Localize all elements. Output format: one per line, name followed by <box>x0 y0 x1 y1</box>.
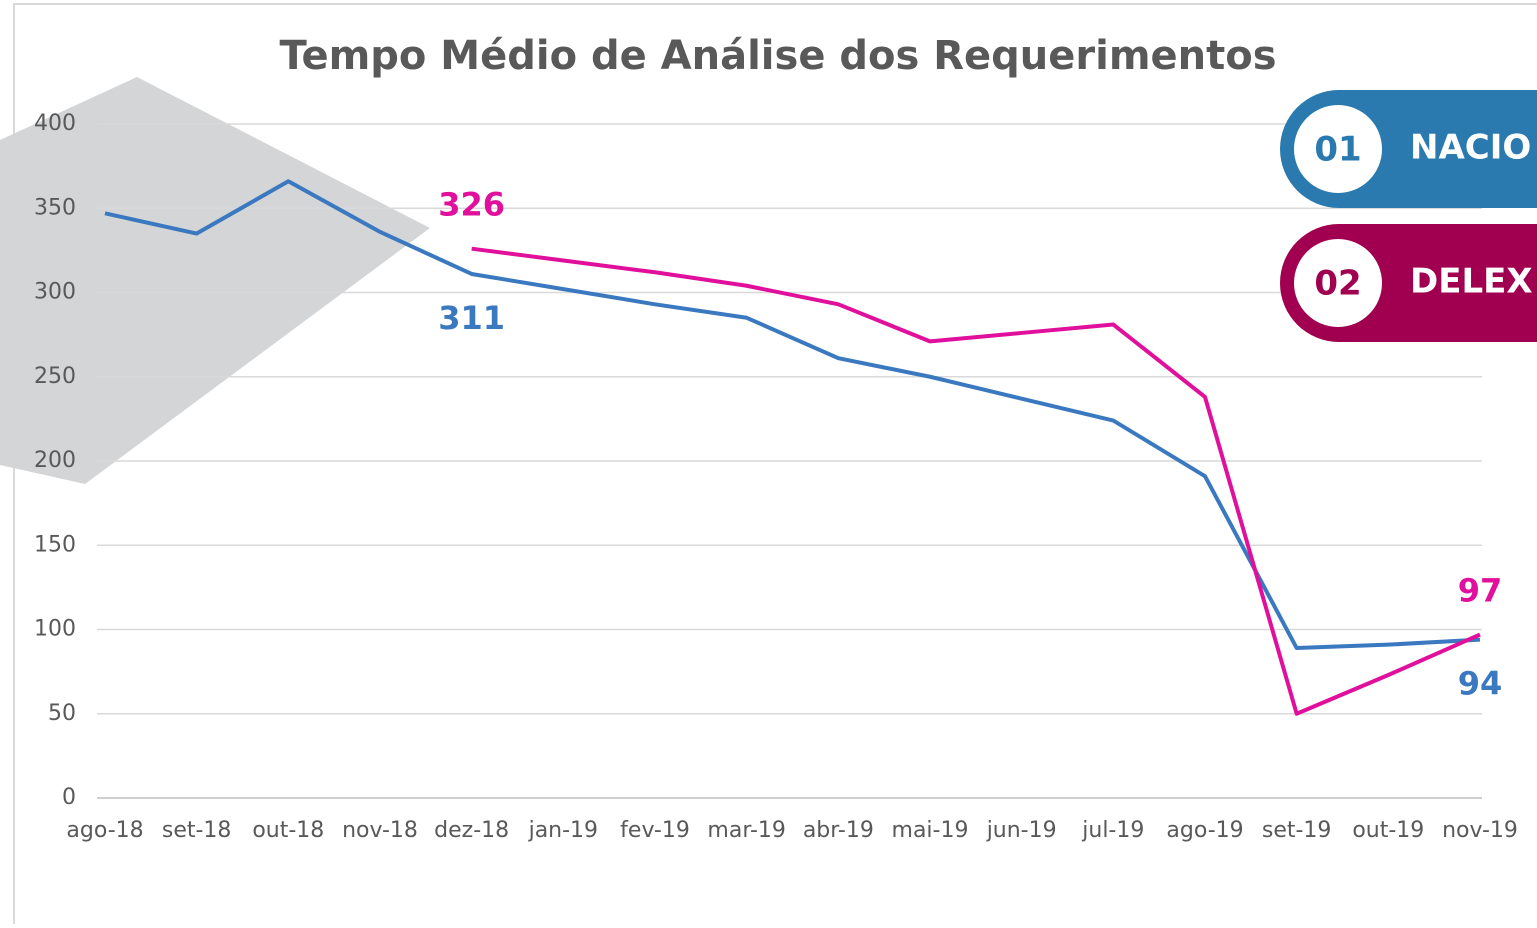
x-tick-label: nov-18 <box>342 818 418 843</box>
data-label: 94 <box>1458 665 1503 703</box>
legend-circle <box>1294 105 1382 193</box>
y-tick-label: 250 <box>34 364 76 389</box>
x-tick-label: abr-19 <box>803 818 874 843</box>
data-label: 326 <box>438 186 505 224</box>
y-tick-label: 50 <box>48 701 76 726</box>
x-tick-label: mar-19 <box>707 818 785 843</box>
chart-title: Tempo Médio de Análise dos Requerimentos <box>279 33 1276 79</box>
x-tick-label: out-18 <box>252 818 324 843</box>
x-tick-label: dez-18 <box>434 818 509 843</box>
legend-label: NACIO <box>1410 128 1531 168</box>
legend-number: 02 <box>1314 264 1361 304</box>
x-tick-label: fev-19 <box>620 818 690 843</box>
y-tick-label: 300 <box>34 280 76 305</box>
x-tick-label: ago-18 <box>66 818 143 843</box>
legend-circle <box>1294 239 1382 327</box>
x-tick-label: jan-19 <box>528 818 598 843</box>
decor-shape <box>0 77 430 484</box>
y-tick-label: 200 <box>34 448 76 473</box>
legend-number: 01 <box>1314 130 1361 170</box>
x-tick-label: out-19 <box>1352 818 1424 843</box>
data-label: 311 <box>438 299 505 337</box>
x-tick-label: jul-19 <box>1081 818 1144 843</box>
x-tick-label: ago-19 <box>1166 818 1243 843</box>
y-tick-label: 150 <box>34 532 76 557</box>
x-tick-label: mai-19 <box>892 818 969 843</box>
legend-label: DELEX <box>1410 262 1533 302</box>
data-label: 97 <box>1458 572 1503 610</box>
y-tick-label: 350 <box>34 195 76 220</box>
y-tick-label: 400 <box>34 111 76 136</box>
y-tick-label: 100 <box>34 617 76 642</box>
x-tick-label: nov-19 <box>1442 818 1518 843</box>
series-line <box>471 246 1481 716</box>
y-tick-label: 0 <box>62 785 76 810</box>
x-tick-label: set-18 <box>162 818 232 843</box>
x-tick-label: set-19 <box>1262 818 1332 843</box>
x-tick-label: jun-19 <box>986 818 1057 843</box>
